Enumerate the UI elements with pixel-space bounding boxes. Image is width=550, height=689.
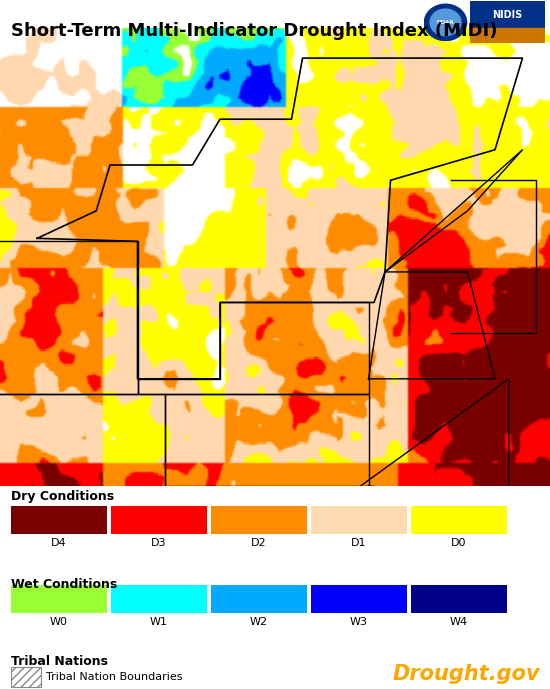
- Bar: [111, 506, 207, 535]
- Text: NOAA: NOAA: [437, 20, 454, 25]
- Text: NIDIS: NIDIS: [492, 10, 522, 19]
- Bar: [111, 585, 207, 613]
- Text: Tribal Nations: Tribal Nations: [11, 655, 108, 668]
- Bar: [411, 585, 507, 613]
- Bar: [11, 585, 107, 613]
- Text: W0: W0: [50, 617, 68, 627]
- Text: D3: D3: [151, 539, 167, 548]
- Bar: [311, 585, 407, 613]
- Text: W2: W2: [250, 617, 268, 627]
- Text: W1: W1: [150, 617, 168, 627]
- Bar: [470, 1, 544, 28]
- Text: Tribal Nation Boundaries: Tribal Nation Boundaries: [46, 672, 183, 682]
- Circle shape: [425, 4, 466, 41]
- Text: W4: W4: [450, 617, 468, 627]
- Bar: [211, 585, 307, 613]
- Bar: [11, 506, 107, 535]
- Text: D4: D4: [51, 539, 67, 548]
- Circle shape: [430, 9, 461, 36]
- Bar: [11, 667, 41, 687]
- Text: Drought.gov: Drought.gov: [392, 664, 540, 684]
- Bar: [311, 506, 407, 535]
- Text: D2: D2: [251, 539, 267, 548]
- Bar: [211, 506, 307, 535]
- Text: Dry Conditions: Dry Conditions: [11, 491, 114, 504]
- Text: W3: W3: [350, 617, 368, 627]
- Text: Wet Conditions: Wet Conditions: [11, 577, 117, 590]
- Bar: [470, 28, 544, 43]
- Text: D0: D0: [451, 539, 467, 548]
- Text: Short-Term Multi-Indicator Drought Index (MIDI): Short-Term Multi-Indicator Drought Index…: [11, 22, 498, 40]
- Bar: [411, 506, 507, 535]
- Text: D1: D1: [351, 539, 367, 548]
